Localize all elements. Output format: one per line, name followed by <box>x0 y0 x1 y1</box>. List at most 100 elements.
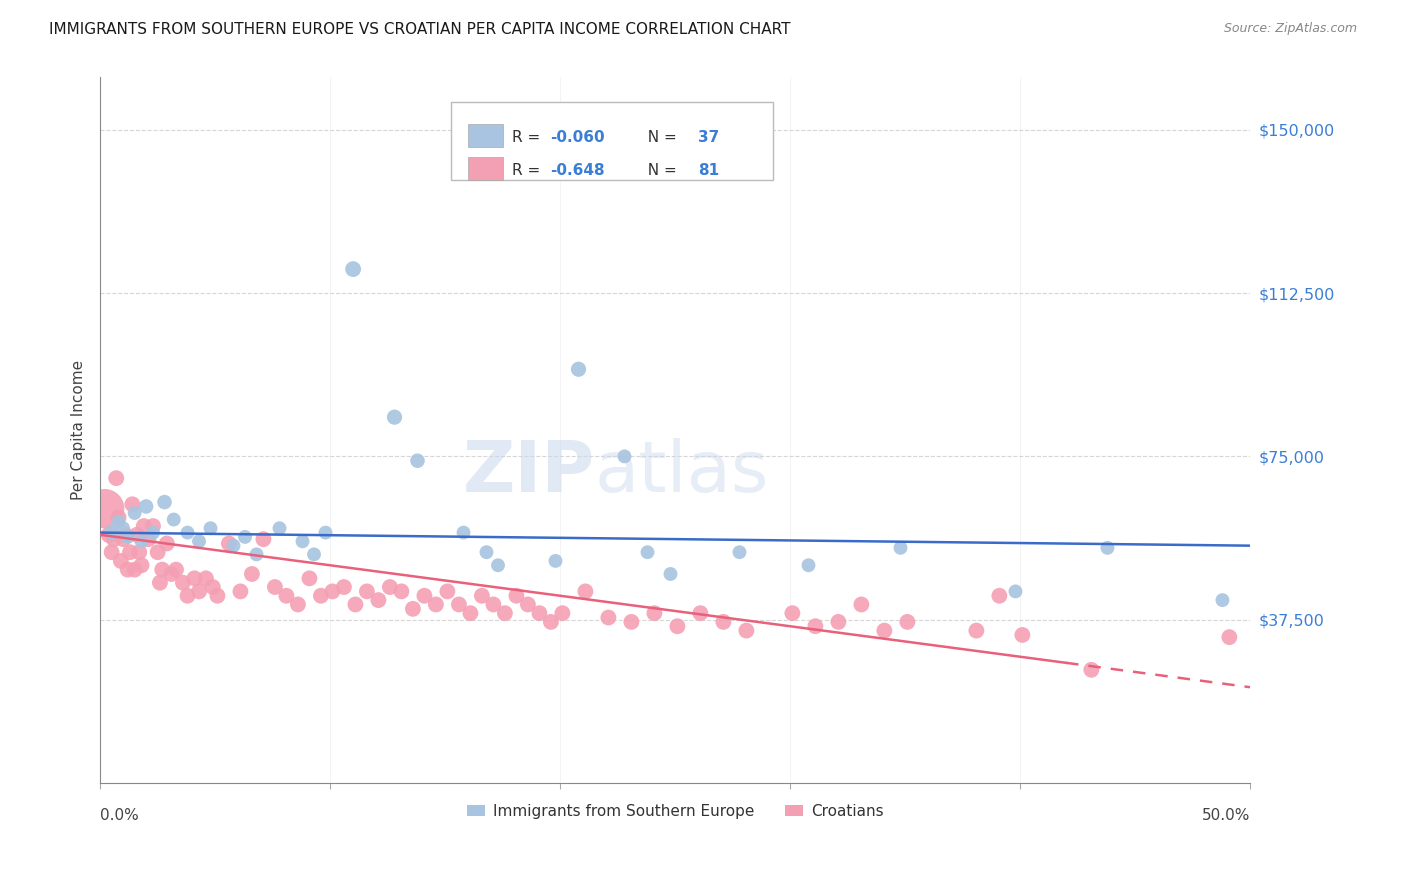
Point <box>128 545 150 559</box>
Point <box>252 532 274 546</box>
Text: 37: 37 <box>699 130 720 145</box>
Point <box>486 558 509 573</box>
Point <box>121 497 143 511</box>
Point <box>551 606 574 620</box>
Point <box>125 528 148 542</box>
Point <box>896 615 918 629</box>
Point <box>103 532 125 546</box>
FancyBboxPatch shape <box>451 103 773 180</box>
Point <box>574 584 596 599</box>
Point <box>153 495 176 509</box>
Point <box>356 584 378 599</box>
Text: R =: R = <box>512 130 546 145</box>
Text: N =: N = <box>638 130 682 145</box>
Point <box>425 598 447 612</box>
Point <box>194 571 217 585</box>
Point <box>475 545 498 559</box>
Point <box>183 571 205 585</box>
Y-axis label: Per Capita Income: Per Capita Income <box>72 360 86 500</box>
Point <box>132 519 155 533</box>
Point <box>384 410 406 425</box>
Text: -0.060: -0.060 <box>550 130 605 145</box>
Point <box>637 545 659 559</box>
Point <box>114 528 136 542</box>
Point <box>176 589 198 603</box>
Point <box>160 566 183 581</box>
Point <box>142 525 165 540</box>
Point <box>988 589 1011 603</box>
Point <box>245 547 267 561</box>
Point <box>163 512 186 526</box>
Point <box>240 566 263 581</box>
Point <box>447 598 470 612</box>
Point <box>118 545 141 559</box>
Point <box>460 606 482 620</box>
Point <box>291 534 314 549</box>
Point <box>201 580 224 594</box>
Point <box>333 580 356 594</box>
Point <box>689 606 711 620</box>
Point <box>233 530 256 544</box>
Point <box>505 589 527 603</box>
Point <box>344 598 367 612</box>
Text: atlas: atlas <box>595 438 769 507</box>
Point <box>207 589 229 603</box>
Text: IMMIGRANTS FROM SOUTHERN EUROPE VS CROATIAN PER CAPITA INCOME CORRELATION CHART: IMMIGRANTS FROM SOUTHERN EUROPE VS CROAT… <box>49 22 790 37</box>
Point <box>620 615 643 629</box>
Point <box>494 606 516 620</box>
Point <box>222 539 245 553</box>
Point <box>188 534 211 549</box>
Text: 50.0%: 50.0% <box>1202 808 1250 823</box>
Text: 81: 81 <box>699 163 720 178</box>
Point <box>378 580 401 594</box>
Point <box>264 580 287 594</box>
Point <box>287 598 309 612</box>
Point <box>298 571 321 585</box>
Point <box>804 619 827 633</box>
Point <box>471 589 494 603</box>
Point <box>851 598 873 612</box>
Point <box>105 471 128 485</box>
Point <box>176 525 198 540</box>
Point <box>735 624 758 638</box>
Point <box>342 262 364 277</box>
Point <box>889 541 911 555</box>
Point <box>165 563 187 577</box>
Point <box>598 610 620 624</box>
Point <box>567 362 589 376</box>
Point <box>200 521 222 535</box>
Point <box>188 584 211 599</box>
Point <box>389 584 412 599</box>
Text: Source: ZipAtlas.com: Source: ZipAtlas.com <box>1223 22 1357 36</box>
Point <box>269 521 291 535</box>
Point <box>413 589 436 603</box>
Point <box>229 584 252 599</box>
Point <box>1211 593 1233 607</box>
Point <box>100 545 122 559</box>
Point <box>276 589 298 603</box>
Point <box>131 534 153 549</box>
Point <box>309 589 332 603</box>
Point <box>782 606 804 620</box>
Point <box>112 521 135 535</box>
Point <box>135 500 157 514</box>
Text: 0.0%: 0.0% <box>100 808 139 823</box>
Point <box>150 563 173 577</box>
Point <box>124 506 146 520</box>
Point <box>1004 584 1026 599</box>
Point <box>643 606 665 620</box>
Point <box>131 558 153 573</box>
Point <box>1097 541 1119 555</box>
Point <box>112 532 135 546</box>
Text: R =: R = <box>512 163 546 178</box>
Point <box>367 593 389 607</box>
Point <box>146 545 169 559</box>
Point <box>100 525 122 540</box>
Bar <box>468 124 502 146</box>
Point <box>797 558 820 573</box>
Point <box>728 545 751 559</box>
Point <box>965 624 987 638</box>
Point <box>436 584 458 599</box>
Point <box>142 519 165 533</box>
Point <box>110 554 132 568</box>
